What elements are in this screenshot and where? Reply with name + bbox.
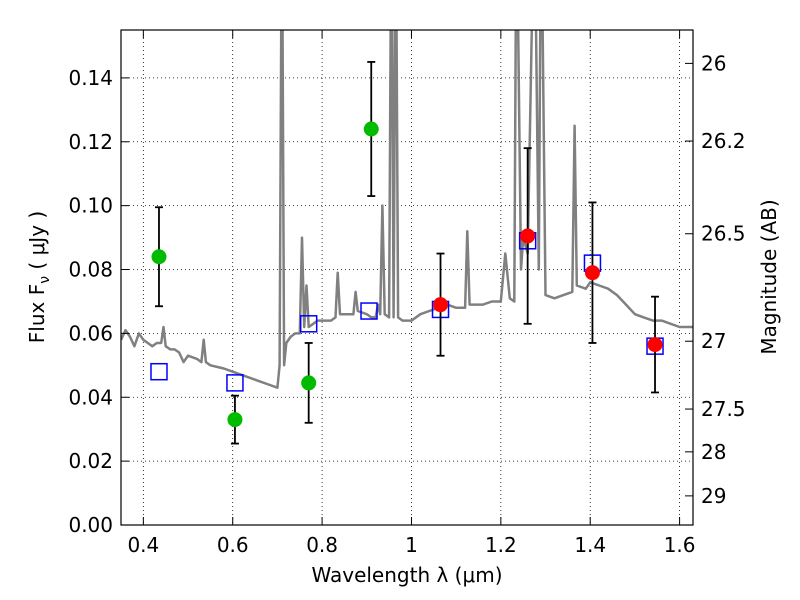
photometry-point — [433, 297, 449, 313]
y2-axis-label: Magnitude (AB) — [757, 199, 781, 354]
photometry-point — [151, 249, 167, 265]
spectrum-line — [121, 30, 693, 389]
mag-tick-label: 28 — [701, 440, 726, 464]
x-tick-label: 1 — [405, 533, 418, 557]
x-axis-label: Wavelength λ (μm) — [311, 563, 502, 587]
model-square-point — [360, 302, 378, 320]
y-tick-label: 0.10 — [68, 194, 113, 218]
y-axis-label-main: Flux F — [25, 284, 49, 343]
photometry-point — [301, 375, 317, 391]
y-tick-label: 0.12 — [68, 130, 113, 154]
photometry-point — [584, 265, 600, 281]
y-tick-label: 0.14 — [68, 66, 113, 90]
mag-tick-label: 27 — [701, 329, 726, 353]
photometry-point — [363, 121, 379, 137]
photometry-point — [647, 337, 663, 353]
model-square-point — [226, 374, 244, 392]
y-axis-label-unit: ( μJy ) — [25, 211, 49, 276]
x-tick-label: 1.6 — [664, 533, 696, 557]
plot-frame — [120, 29, 694, 526]
tick-labels: 0.4 0.6 0.8 1 1.2 1.4 1.6 0.00 0.02 0.04 0.06 0.08 0… — [68, 51, 745, 557]
x-tick-label: 0.4 — [127, 533, 159, 557]
model-square-point — [299, 315, 318, 333]
x-tick-label: 0.8 — [306, 533, 338, 557]
photometry-point — [520, 228, 536, 244]
model-square-point — [150, 362, 168, 381]
mag-tick-label: 26.5 — [701, 222, 746, 246]
photometry-point — [227, 412, 243, 428]
mag-tick-label: 26.2 — [701, 129, 746, 153]
plot-area — [121, 30, 693, 445]
y-tick-label: 0.02 — [68, 449, 113, 473]
mag-tick-label: 27.5 — [701, 397, 746, 421]
mag-tick-label: 26 — [701, 51, 726, 75]
y-tick-label: 0.04 — [68, 385, 113, 409]
axis-ticks — [121, 30, 693, 526]
y-axis-label: Flux Fν ( μJy ) — [25, 211, 53, 343]
y-axis-label-subscript: ν — [37, 276, 53, 284]
y-tick-label: 0.00 — [68, 513, 113, 537]
x-tick-label: 0.6 — [217, 533, 249, 557]
x-tick-label: 1.4 — [574, 533, 606, 557]
y-tick-label: 0.06 — [68, 321, 113, 345]
mag-tick-label: 29 — [701, 484, 726, 508]
y-tick-label: 0.08 — [68, 258, 113, 282]
x-tick-label: 1.2 — [485, 533, 517, 557]
